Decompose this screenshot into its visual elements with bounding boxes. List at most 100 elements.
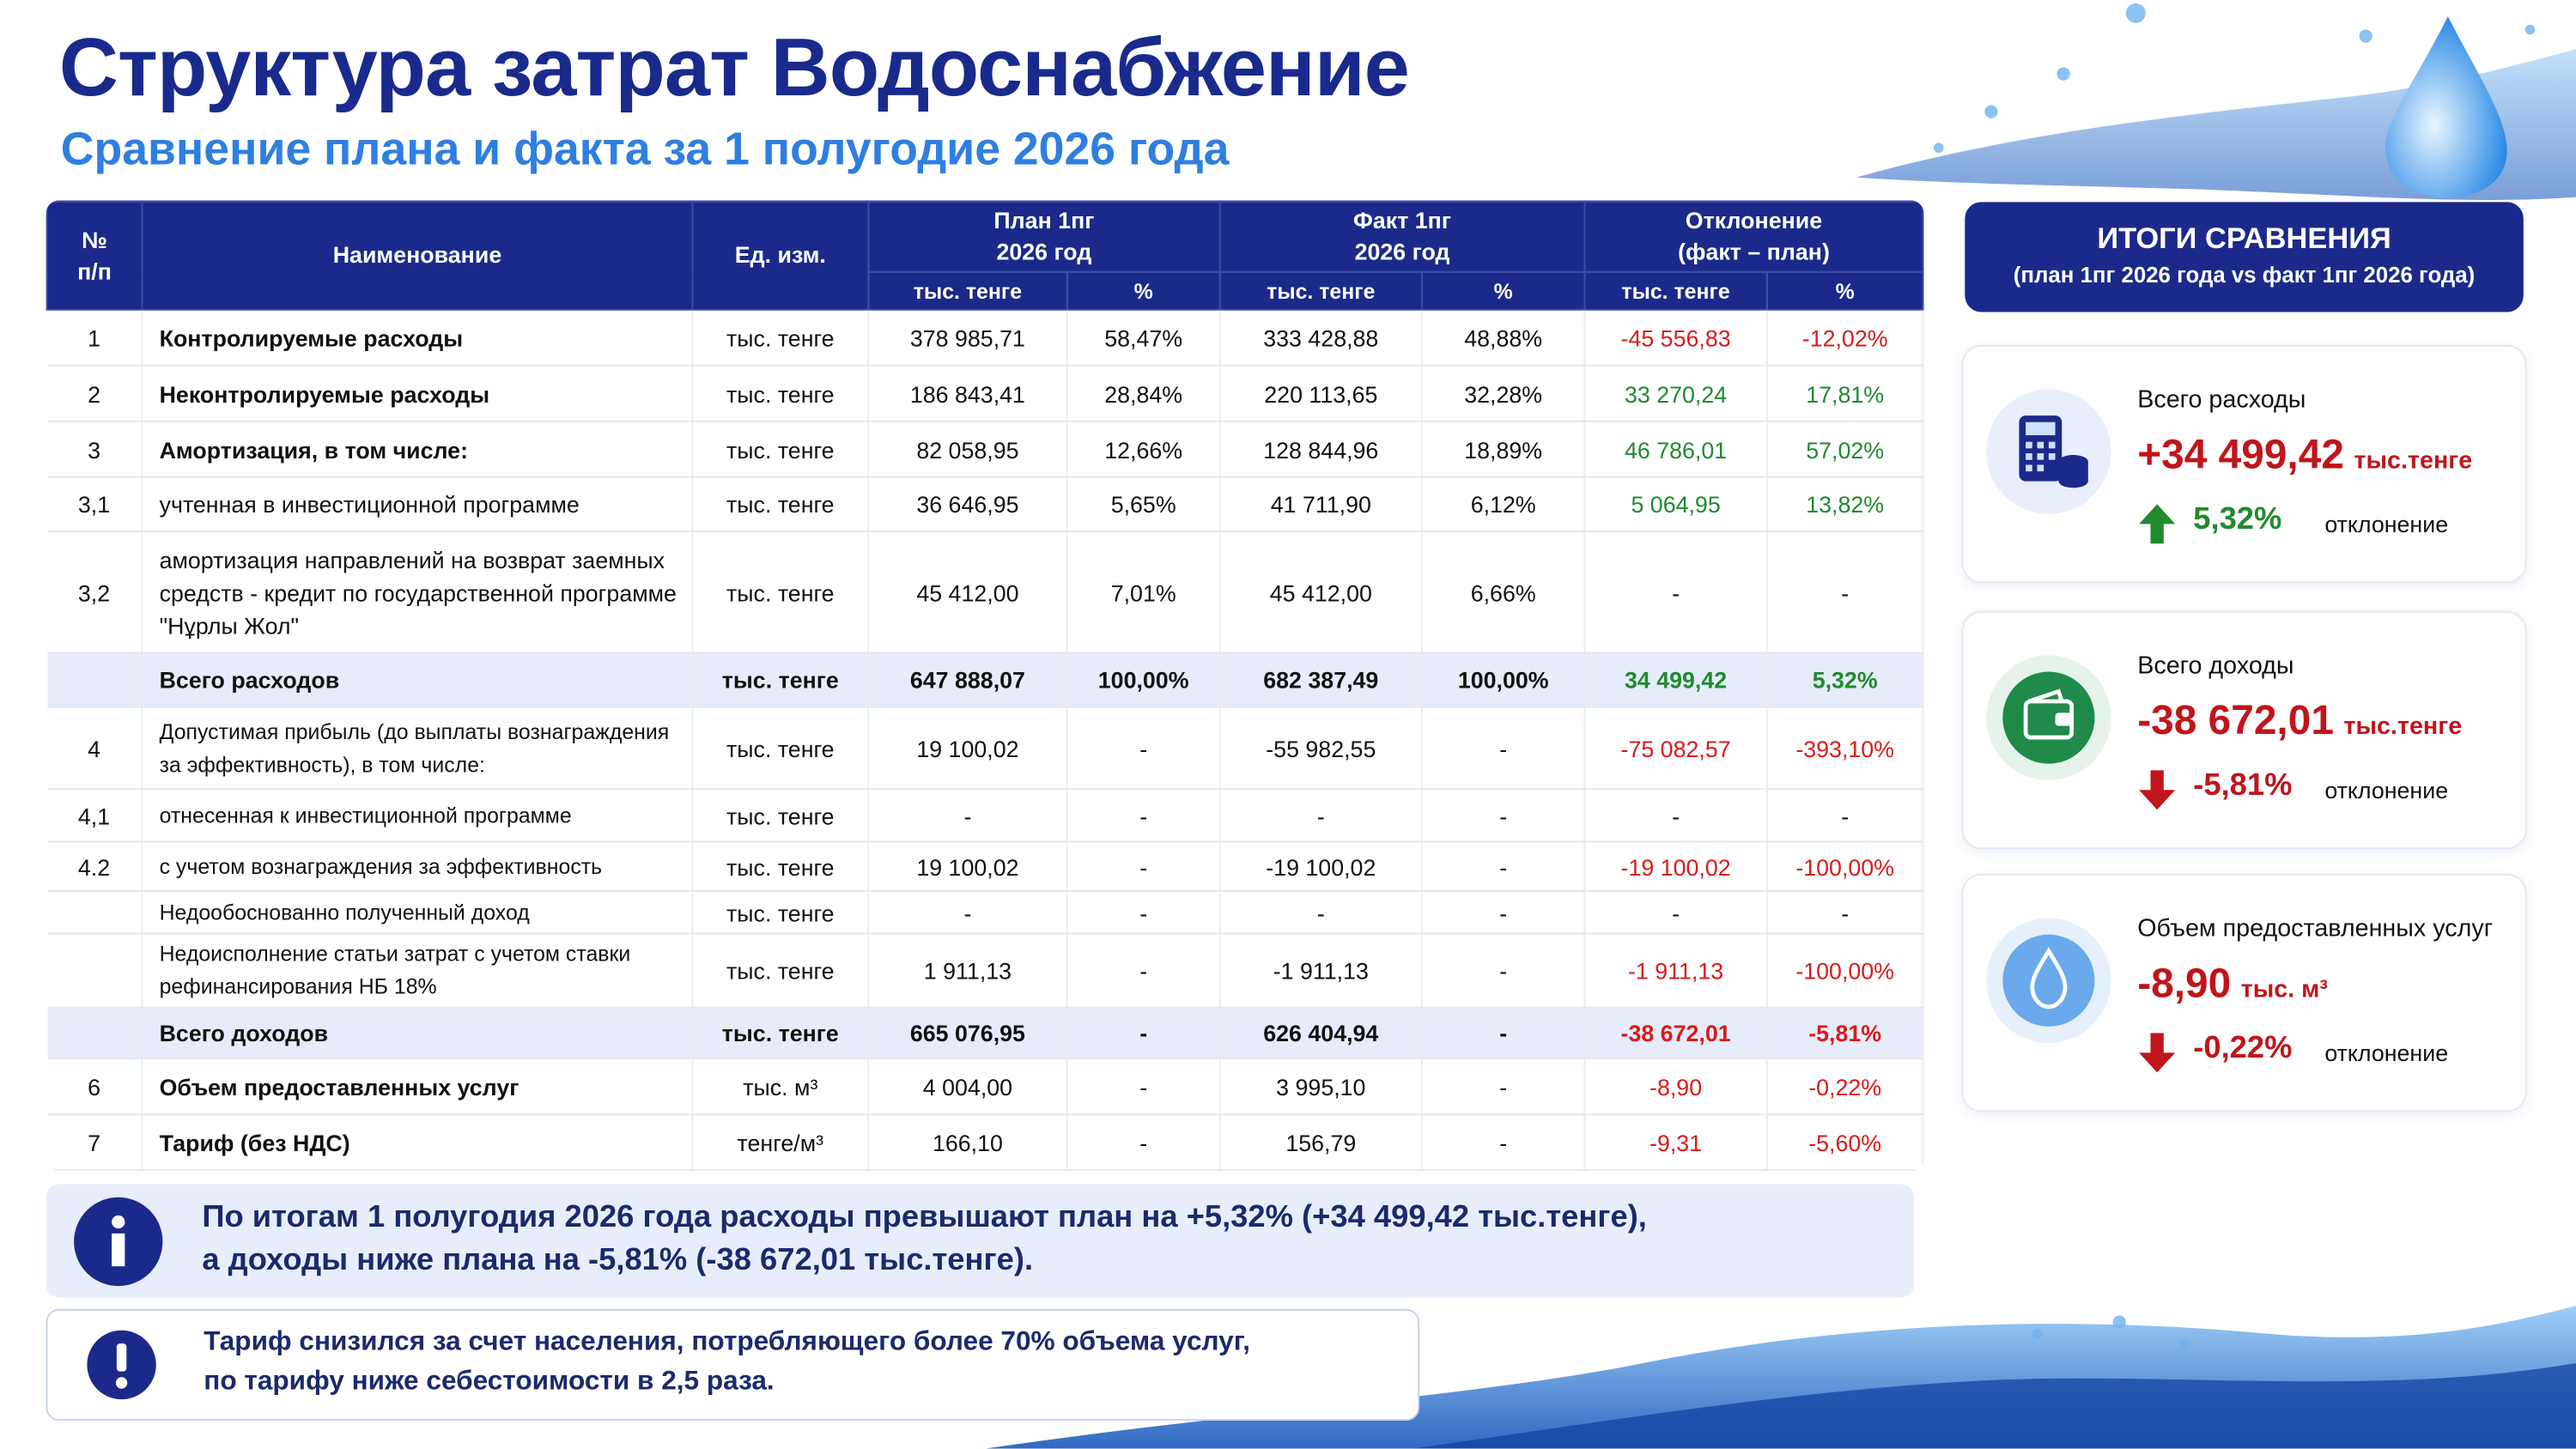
- card-value: -8,90 тыс. м³: [2137, 961, 2328, 1008]
- table-cell: тыс. тенге: [692, 789, 870, 843]
- table-cell: -: [1421, 890, 1586, 935]
- table-cell: -: [868, 890, 1068, 935]
- table-row: Недообоснованно полученный доход тыс. тен…: [46, 890, 1924, 935]
- table-cell: -1 911,13: [1584, 933, 1768, 1009]
- table-row: Недоисполнение статьи затрат с учетом ст…: [46, 933, 1924, 1009]
- table-cell: -: [1219, 890, 1423, 935]
- summary-title: ИТОГИ СРАВНЕНИЯ: [2097, 221, 2391, 255]
- table-cell: Тариф (без НДС): [142, 1114, 694, 1172]
- table-cell: 19 100,02: [868, 841, 1068, 892]
- arrow-up: [2139, 504, 2176, 544]
- table-row: 4.2 с учетом вознаграждения за эффективно…: [46, 841, 1924, 892]
- arrow: [2139, 770, 2176, 810]
- table-cell: 18,89%: [1421, 421, 1586, 478]
- note-line: по тарифу ниже себестоимости в 2,5 раза.: [204, 1366, 775, 1397]
- table-cell: 333 428,88: [1219, 309, 1423, 367]
- table-cell: 3: [46, 421, 143, 478]
- info-note: По итогам 1 полугодия 2026 года расходы …: [46, 1184, 1914, 1298]
- subcolumn-header: %: [1066, 270, 1221, 311]
- table-cell: 17,81%: [1766, 365, 1924, 422]
- table-cell: 34 499,42: [1584, 652, 1768, 708]
- card: Объем предоставленных услуг -8,90 тыс. м³ -…: [1961, 873, 2527, 1113]
- table-cell: амортизация направлений на возврат заемн…: [142, 530, 694, 654]
- table-cell: 41 711,90: [1219, 476, 1423, 532]
- table-cell: 682 387,49: [1219, 652, 1423, 708]
- table-cell: 12,66%: [1066, 421, 1221, 478]
- table-cell: Контролируемые расходы: [142, 309, 694, 367]
- subcolumn-header: тыс. тенге: [1218, 270, 1423, 311]
- table-cell: -: [1584, 789, 1768, 843]
- title: Структура затрат Водоснабжение: [58, 21, 1410, 114]
- table-cell: тыс. тенге: [692, 530, 870, 654]
- column-header: № п/п: [46, 200, 143, 311]
- table-cell: 7: [46, 1114, 143, 1172]
- note-line: По итогам 1 полугодия 2026 года расходы …: [202, 1200, 1647, 1235]
- table-cell: тыс. тенге: [692, 841, 870, 892]
- group-header: Отклонение (факт – план): [1583, 200, 1924, 273]
- table-cell: -: [1066, 1058, 1221, 1116]
- table-cell: 4.2: [46, 841, 143, 892]
- table-cell: 32,28%: [1421, 365, 1586, 422]
- table-cell: 665 076,95: [868, 1007, 1068, 1060]
- table-row: Всего расходов тыс. тенге 647 888,07 100,00…: [46, 652, 1924, 708]
- table-head: № п/п Наименование Ед. изм. План 1пг 2026 г…: [46, 200, 1924, 311]
- calculator-icon: [1986, 389, 2111, 514]
- table-cell: -: [1766, 890, 1924, 935]
- bubbles: [1933, 3, 2536, 1349]
- table-cell: тыс. тенге: [692, 421, 870, 478]
- table-cell: 128 844,96: [1219, 421, 1423, 478]
- table-cell: -0,22%: [1766, 1058, 1924, 1116]
- table-cell: -5,60%: [1766, 1114, 1924, 1172]
- table-cell: Неконтролируемые расходы: [142, 365, 694, 422]
- table-cell: -: [1066, 789, 1221, 843]
- table-cell: 378 985,71: [868, 309, 1068, 367]
- card-note: отклонение: [2324, 1040, 2449, 1066]
- info-icon: [74, 1197, 163, 1287]
- table-cell: 58,47%: [1066, 309, 1221, 367]
- table-cell: 626 404,94: [1219, 1007, 1423, 1060]
- table-cell: [46, 652, 143, 708]
- table-cell: -: [1766, 789, 1924, 843]
- table-row: 4 Допустимая прибыль (до выплаты вознагра…: [46, 706, 1924, 791]
- note-line: а доходы ниже плана на -5,81% (-38 672,0…: [202, 1243, 1034, 1278]
- table-cell: -: [1066, 933, 1221, 1009]
- table-cell: -9,31: [1584, 1114, 1768, 1172]
- card-note: отклонение: [2324, 776, 2449, 803]
- table-cell: тыс. тенге: [692, 1007, 870, 1060]
- group-header: План 1пг 2026 год: [867, 200, 1221, 273]
- table-cell: 4 004,00: [868, 1058, 1068, 1116]
- arrow: [2139, 1033, 2176, 1073]
- table-cell: Всего расходов: [142, 652, 694, 708]
- arrow-down: [2139, 770, 2176, 810]
- table-cell: [46, 890, 143, 935]
- table-cell: тыс. тенге: [692, 652, 870, 708]
- arrow-down: [2139, 1033, 2176, 1073]
- table-cell: 3,1: [46, 476, 143, 532]
- table-cell: -19 100,02: [1584, 841, 1768, 892]
- card-value-number: -38 672,01: [2137, 698, 2334, 744]
- table-cell: 186 843,41: [868, 365, 1068, 422]
- table-cell: -393,10%: [1766, 706, 1924, 791]
- arrow: [2139, 504, 2176, 544]
- table-cell: -: [1584, 530, 1768, 654]
- table-cell: -: [1066, 1007, 1221, 1060]
- card-value-unit: тыс.тенге: [2343, 712, 2463, 741]
- card-label: Всего доходы: [2137, 652, 2294, 681]
- table-cell: 19 100,02: [868, 706, 1068, 791]
- table-cell: 5 064,95: [1584, 476, 1768, 532]
- wave-bottom-deep: [1413, 1363, 2576, 1449]
- table-cell: 82 058,95: [868, 421, 1068, 478]
- table-cell: -: [1219, 789, 1423, 843]
- table-cell: 2: [46, 365, 143, 422]
- table-cell: тенге/м³: [692, 1114, 870, 1172]
- table-cell: -: [1066, 890, 1221, 935]
- table-cell: -: [1584, 890, 1768, 935]
- table-cell: 5,65%: [1066, 476, 1221, 532]
- table-cell: 45 412,00: [1219, 530, 1423, 654]
- table-cell: -: [1421, 1007, 1586, 1060]
- table-cell: 100,00%: [1421, 652, 1586, 708]
- card-label: Всего расходы: [2137, 385, 2306, 415]
- card-note: отклонение: [2324, 511, 2449, 537]
- card-value-number: -8,90: [2137, 961, 2232, 1007]
